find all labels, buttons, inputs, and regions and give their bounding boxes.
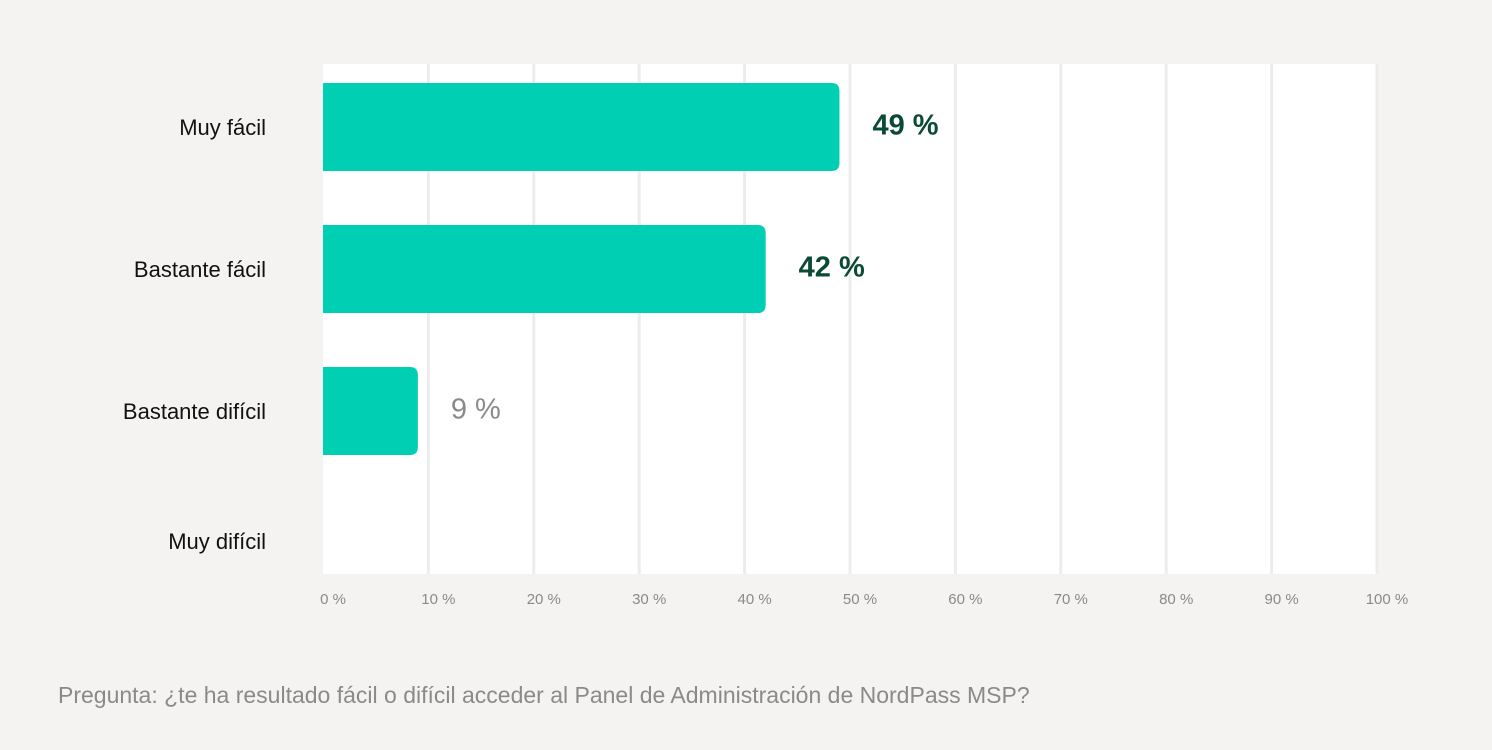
y-tick-label: Bastante difícil: [123, 399, 266, 424]
x-tick-label: 90 %: [1264, 591, 1298, 608]
x-tick-label: 80 %: [1159, 591, 1193, 608]
value-label: 9 %: [451, 394, 501, 426]
x-tick-label: 40 %: [737, 591, 771, 608]
x-tick-label: 0 %: [320, 591, 346, 608]
bar: [323, 225, 766, 313]
value-label: 42 %: [799, 252, 865, 284]
footnote: Pregunta: ¿te ha resultado fácil o difíc…: [58, 682, 1030, 708]
y-tick-label: Muy difícil: [168, 529, 266, 554]
y-tick-label: Muy fácil: [179, 115, 266, 140]
bar: [323, 83, 840, 171]
x-tick-label: 10 %: [421, 591, 455, 608]
x-tick-label: 60 %: [948, 591, 982, 608]
x-tick-label: 20 %: [527, 591, 561, 608]
value-label: 49 %: [872, 110, 938, 142]
bar: [323, 367, 418, 455]
x-tick-label: 30 %: [632, 591, 666, 608]
y-tick-label: Bastante fácil: [134, 257, 266, 282]
x-tick-label: 70 %: [1054, 591, 1088, 608]
x-tick-label: 100 %: [1366, 591, 1409, 608]
x-tick-label: 50 %: [843, 591, 877, 608]
